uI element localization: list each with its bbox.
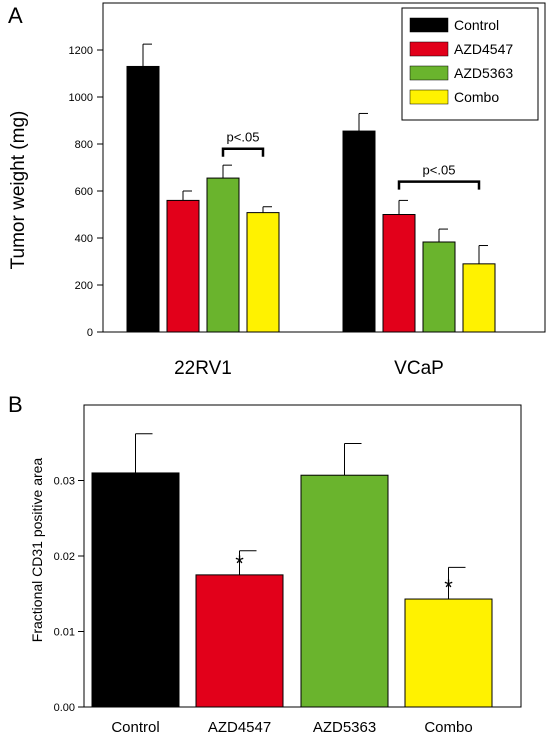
y-tick-label-800: 800 xyxy=(75,139,93,151)
bar-VCaP-AZD5363 xyxy=(422,241,456,333)
panel-a: A Tumor weight (mg) p<.05 p<.05 22RV1 VCaP… xyxy=(8,2,546,379)
bar-22RV1-Combo xyxy=(246,212,280,333)
y-tick-label-0.03: 0.03 xyxy=(54,476,75,488)
legend-swatch-Combo xyxy=(409,89,449,105)
y-tick-label-1000: 1000 xyxy=(69,92,93,104)
legend-swatch-AZD4547 xyxy=(409,41,449,57)
y-tick-label-200: 200 xyxy=(75,280,93,292)
legend-label-Combo: Combo xyxy=(454,89,499,105)
y-tick-label-600: 600 xyxy=(75,186,93,198)
bar-VCaP-AZD4547 xyxy=(382,214,416,333)
panel-a-plot-frame xyxy=(102,2,546,333)
significance-bracket-0 xyxy=(221,147,265,157)
bar-VCaP-Combo xyxy=(462,263,496,333)
bar-Control xyxy=(91,472,180,708)
x-tick-label-Combo: Combo xyxy=(424,719,472,735)
bar-22RV1-AZD5363 xyxy=(206,177,240,333)
significance-star-Combo: * xyxy=(444,575,453,600)
significance-star-AZD4547: * xyxy=(235,551,244,576)
bar-AZD4547 xyxy=(195,574,284,708)
y-tick-label-0.01: 0.01 xyxy=(54,627,75,639)
panel-a-annotations: p<.05 p<.05 xyxy=(221,130,481,190)
panel-a-axes: 22RV1 VCaP 0 200 400 600 800 1000 1200 xyxy=(69,2,546,379)
y-tick-label-0.00: 0.00 xyxy=(54,702,75,714)
panel-b-y-axis-title: Fractional CD31 positive area xyxy=(29,458,45,643)
bar-Combo xyxy=(404,598,493,708)
y-tick-label-400: 400 xyxy=(75,233,93,245)
panel-a-label: A xyxy=(8,3,23,28)
bar-AZD5363 xyxy=(300,474,389,708)
y-tick-label-1200: 1200 xyxy=(69,45,93,57)
panel-b-bars: ** xyxy=(91,433,493,708)
panel-a-bars xyxy=(126,43,496,333)
legend-swatch-AZD5363 xyxy=(409,65,449,81)
panel-a-y-axis-title: Tumor weight (mg) xyxy=(8,111,29,270)
legend-swatch-Control xyxy=(409,17,449,33)
panel-b: B Fractional CD31 positive area ** Contr… xyxy=(8,392,522,735)
x-tick-label-AZD5363: AZD5363 xyxy=(313,719,376,735)
bar-22RV1-AZD4547 xyxy=(166,199,200,333)
panel-a-legend: Control AZD4547 AZD5363 Combo xyxy=(401,7,539,121)
y-tick-label-0: 0 xyxy=(87,327,93,339)
significance-bracket-1 xyxy=(397,180,481,190)
x-tick-label-Control: Control xyxy=(111,719,159,735)
x-tick-label-VCaP: VCaP xyxy=(394,358,444,379)
legend-label-AZD4547: AZD4547 xyxy=(454,41,513,57)
bar-22RV1-Control xyxy=(126,65,160,333)
bar-VCaP-Control xyxy=(342,130,376,333)
significance-label-1: p<.05 xyxy=(423,163,456,178)
x-tick-label-22RV1: 22RV1 xyxy=(174,358,232,379)
significance-label-0: p<.05 xyxy=(227,130,260,145)
panel-b-label: B xyxy=(8,392,23,417)
legend-label-AZD5363: AZD5363 xyxy=(454,65,513,81)
legend-label-Control: Control xyxy=(454,17,499,33)
y-tick-label-0.02: 0.02 xyxy=(54,551,75,563)
x-tick-label-AZD4547: AZD4547 xyxy=(208,719,271,735)
panel-b-axes: Control AZD4547 AZD5363 Combo 0.00 0.01 0.02 0.… xyxy=(54,404,522,735)
